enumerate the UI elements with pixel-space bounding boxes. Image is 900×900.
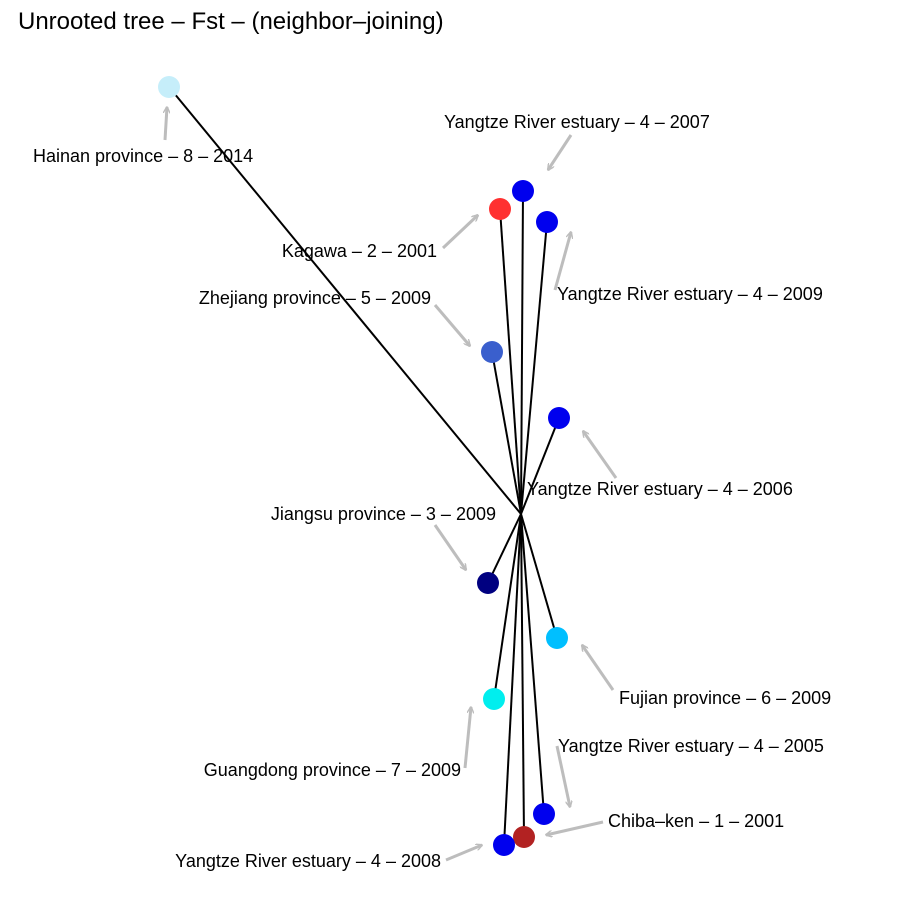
- tree-edge-yre2005: [520, 513, 545, 815]
- tip-node-yre2005: [533, 803, 555, 825]
- label-arrow-fujian: [582, 645, 615, 691]
- tip-label-hainan: Hainan province – 8 – 2014: [33, 146, 253, 166]
- tip-label-yre2008: Yangtze River estuary – 4 – 2008: [175, 851, 441, 871]
- tip-label-yre2009: Yangtze River estuary – 4 – 2009: [557, 284, 823, 304]
- tip-nodes: [158, 76, 570, 856]
- label-arrow-jiangsu: [433, 524, 466, 570]
- tree-edge-kagawa: [499, 208, 522, 515]
- tree-edge-hainan: [168, 86, 522, 515]
- tree-edge-fujian: [520, 513, 558, 639]
- label-arrow-yre2008: [445, 845, 482, 862]
- tree-edge-yre2006: [520, 417, 560, 515]
- tip-node-guangdong: [483, 688, 505, 710]
- tip-label-fujian: Fujian province – 6 – 2009: [619, 688, 831, 708]
- tip-label-yre2006: Yangtze River estuary – 4 – 2006: [527, 479, 793, 499]
- tip-node-yre2008: [493, 834, 515, 856]
- tip-node-zhejiang: [481, 341, 503, 363]
- label-arrows: [165, 107, 618, 862]
- tree-edge-yre2009: [520, 221, 548, 515]
- label-arrow-yre2005: [555, 745, 570, 807]
- tree-edge-zhejiang: [491, 351, 522, 515]
- tip-node-fujian: [546, 627, 568, 649]
- tree-edge-yre2007: [520, 190, 524, 515]
- tree-edge-guangdong: [493, 513, 522, 700]
- tip-node-kagawa: [489, 198, 511, 220]
- tree-edges: [168, 86, 560, 846]
- tip-node-jiangsu: [477, 572, 499, 594]
- figure-title: Unrooted tree – Fst – (neighbor–joining): [18, 8, 444, 35]
- tip-label-guangdong: Guangdong province – 7 – 2009: [204, 760, 461, 780]
- label-arrow-zhejiang: [433, 304, 470, 346]
- tip-node-hainan: [158, 76, 180, 98]
- tip-node-yre2006: [548, 407, 570, 429]
- tree-edge-chiba: [520, 513, 525, 838]
- tip-label-yre2007: Yangtze River estuary – 4 – 2007: [444, 112, 710, 132]
- tip-label-yre2005: Yangtze River estuary – 4 – 2005: [558, 736, 824, 756]
- label-arrow-hainan: [165, 107, 167, 141]
- tree-edge-yre2008: [503, 513, 522, 846]
- label-arrow-yre2009: [553, 232, 571, 291]
- tree-edge-jiangsu: [487, 513, 522, 584]
- label-arrow-chiba: [546, 820, 604, 835]
- tip-node-chiba: [513, 826, 535, 848]
- tip-label-jiangsu: Jiangsu province – 3 – 2009: [271, 504, 496, 524]
- tip-label-kagawa: Kagawa – 2 – 2001: [282, 241, 437, 261]
- tip-label-chiba: Chiba–ken – 1 – 2001: [608, 811, 784, 831]
- tip-labels: Hainan province – 8 – 2014 Yangtze River …: [33, 112, 831, 871]
- tip-node-yre2009: [536, 211, 558, 233]
- label-arrow-kagawa: [441, 215, 478, 250]
- tip-node-yre2007: [512, 180, 534, 202]
- label-arrow-guangdong: [463, 707, 471, 769]
- label-arrow-yre2006: [583, 431, 618, 479]
- label-arrow-yre2007: [546, 134, 573, 170]
- tip-label-zhejiang: Zhejiang province – 5 – 2009: [199, 288, 431, 308]
